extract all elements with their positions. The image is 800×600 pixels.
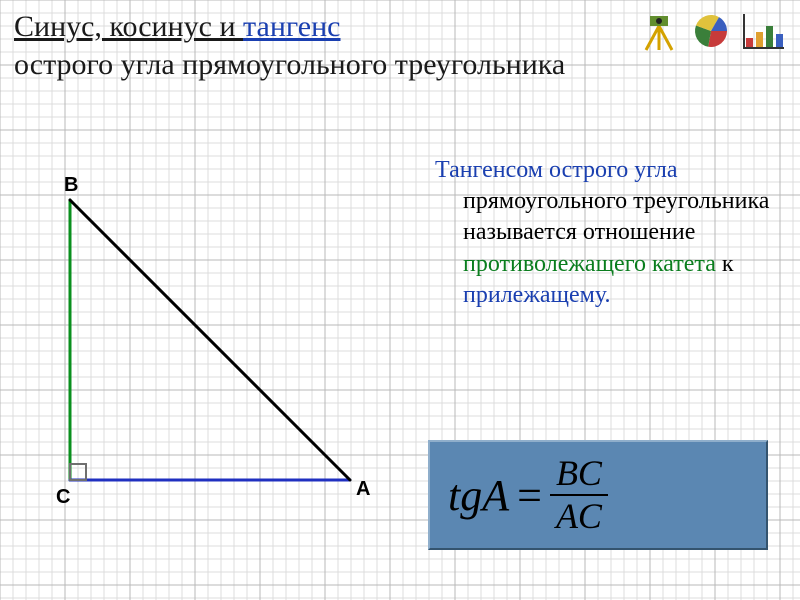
formula-fraction: BC AC bbox=[550, 453, 608, 538]
def-mid2: к bbox=[716, 251, 734, 277]
pie-chart-icon bbox=[688, 8, 734, 54]
title-part1: Синус, косинус и bbox=[14, 10, 243, 43]
def-phrase-opposite: противолежащего катета bbox=[463, 251, 716, 277]
formula-denominator: AC bbox=[550, 496, 608, 537]
formula-eq: = bbox=[517, 470, 542, 521]
def-phrase-adjacent: прилежащему. bbox=[463, 282, 610, 308]
bar-chart-icon bbox=[740, 8, 786, 54]
title-tangent: тангенс bbox=[243, 10, 340, 43]
triangle-svg bbox=[30, 180, 390, 540]
decorative-icons bbox=[636, 8, 786, 54]
triangle-diagram: B C A bbox=[30, 180, 390, 540]
definition-block: Тангенсом острого угла прямоугольного тр… bbox=[415, 155, 775, 311]
vertex-label-A: A bbox=[356, 478, 370, 501]
formula-lhs: tgA bbox=[448, 470, 509, 521]
vertex-label-B: B bbox=[64, 174, 78, 197]
formula-numerator: BC bbox=[550, 453, 608, 494]
surveyor-icon bbox=[636, 8, 682, 54]
def-mid1: прямоугольного треугольника называется о… bbox=[463, 188, 769, 245]
vertex-label-C: C bbox=[56, 486, 70, 509]
title-part2: острого угла прямоугольного треугольника bbox=[14, 48, 565, 81]
def-phrase-tangent: Тангенсом острого угла bbox=[435, 157, 678, 183]
formula-box: tgA = BC AC bbox=[428, 440, 768, 550]
